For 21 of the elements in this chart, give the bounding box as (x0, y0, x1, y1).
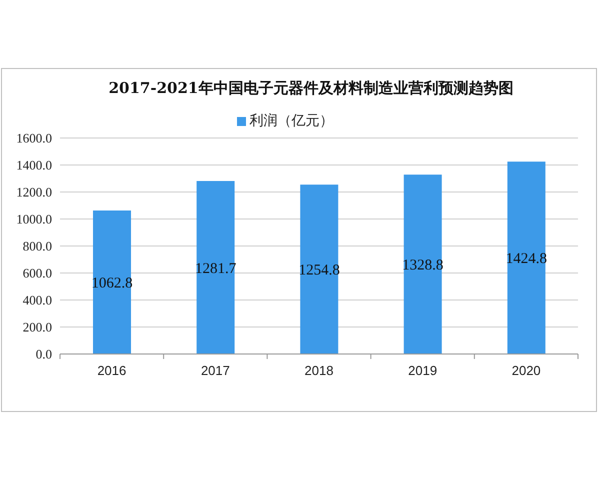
y-tick-label: 800.0 (22, 238, 52, 254)
y-tick-label: 1000.0 (16, 212, 52, 227)
y-tick-label: 1200.0 (16, 184, 52, 200)
y-tick-label: 0.0 (36, 346, 52, 362)
bar (507, 162, 546, 354)
y-tick-label: 400.0 (22, 292, 52, 308)
y-tick-label: 200.0 (22, 320, 52, 335)
chart-title: 2017-2021年中国电子元器件及材料制造业营利预测趋势图 (108, 78, 514, 98)
x-tick-label: 2020 (512, 363, 541, 378)
y-tick-label: 600.0 (22, 266, 52, 281)
x-tick-label: 2019 (408, 363, 438, 378)
x-tick-label: 2017 (200, 363, 230, 378)
bar (196, 180, 235, 354)
bar (404, 174, 442, 354)
x-tick-label: 2016 (97, 363, 126, 378)
bar (300, 184, 338, 354)
y-tick-label: 1600.0 (16, 130, 52, 146)
x-tick-label: 2018 (304, 363, 334, 378)
y-tick-label: 1400.0 (16, 158, 52, 173)
legend-label: 利润（亿元） (250, 113, 334, 129)
bar (93, 210, 131, 354)
